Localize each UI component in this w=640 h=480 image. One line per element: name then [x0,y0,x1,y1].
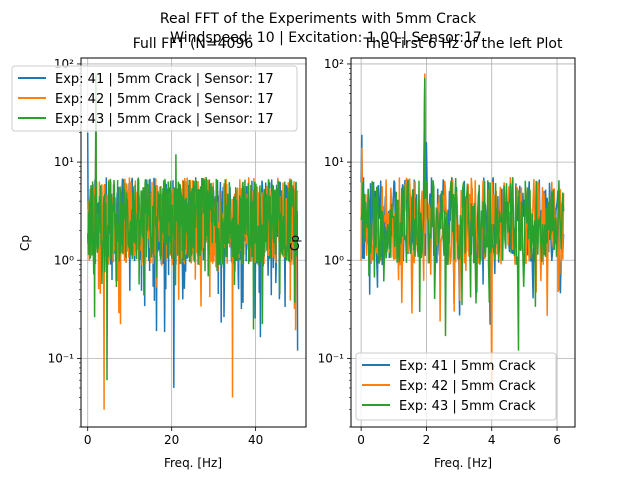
right-plot: 0 2 4 6 10⁻¹ 10⁰ 10¹ 10² The First 6 Hz of the … [288,36,576,470]
left-legend-label-1: Exp: 41 | 5mm Crack | Sensor: 17 [55,72,274,87]
left-y-tick-label: 10¹ [54,155,74,169]
left-x-tick-label: 20 [164,433,179,447]
left-legend-box [11,65,298,132]
left-y-tick-label: 10⁰ [54,253,74,267]
right-series-lines [360,73,565,388]
right-y-tick-label: 10⁰ [324,253,344,267]
figure-suptitle-line1: Real FFT of the Experiments with 5mm Cra… [160,11,477,27]
right-x-tick-label: 4 [488,433,496,447]
left-legend-label-3: Exp: 43 | 5mm Crack | Sensor: 17 [55,112,274,127]
left-series-3-line [86,73,299,381]
right-y-axis-label: Cp [288,235,302,251]
left-series-lines [86,73,299,410]
left-x-tick-label: 40 [248,433,263,447]
right-series-3-line [360,77,565,351]
left-plot-title: Full FFT (N=4096 [133,36,254,52]
right-y-tick-label: 10⁻¹ [318,351,345,365]
right-legend-label-2: Exp: 42 | 5mm Crack [399,379,536,394]
right-plot-title: The First 6 Hz of the left Plot [363,36,563,52]
right-x-tick-label: 6 [553,433,561,447]
right-x-tick-label: 0 [357,433,365,447]
right-legend-box [355,352,557,421]
right-ticks: 0 2 4 6 10⁻¹ 10⁰ 10¹ 10² [318,57,561,447]
right-y-tick-label: 10¹ [324,155,344,169]
right-axes-frame [350,57,576,428]
right-x-tick-label: 2 [423,433,431,447]
left-y-axis-label: Cp [18,235,32,251]
left-y-tick-label: 10⁻¹ [48,351,75,365]
left-x-axis-label: Freq. [Hz] [164,456,222,470]
right-legend: Exp: 41 | 5mm Crack Exp: 42 | 5mm Crack Ex… [355,352,557,421]
left-axes-frame [80,57,307,428]
left-legend-label-2: Exp: 42 | 5mm Crack | Sensor: 17 [55,92,274,107]
right-x-axis-label: Freq. [Hz] [434,456,492,470]
right-legend-label-3: Exp: 43 | 5mm Crack [399,399,536,414]
left-legend: Exp: 41 | 5mm Crack | Sensor: 17 Exp: 42 … [11,65,298,132]
left-x-tick-label: 0 [84,433,92,447]
right-y-tick-label: 10² [324,57,344,71]
right-legend-label-1: Exp: 41 | 5mm Crack [399,359,536,374]
figure-suptitle-line2: Windspeed: 10 | Excitation: 1.00 | Senso… [170,30,482,46]
